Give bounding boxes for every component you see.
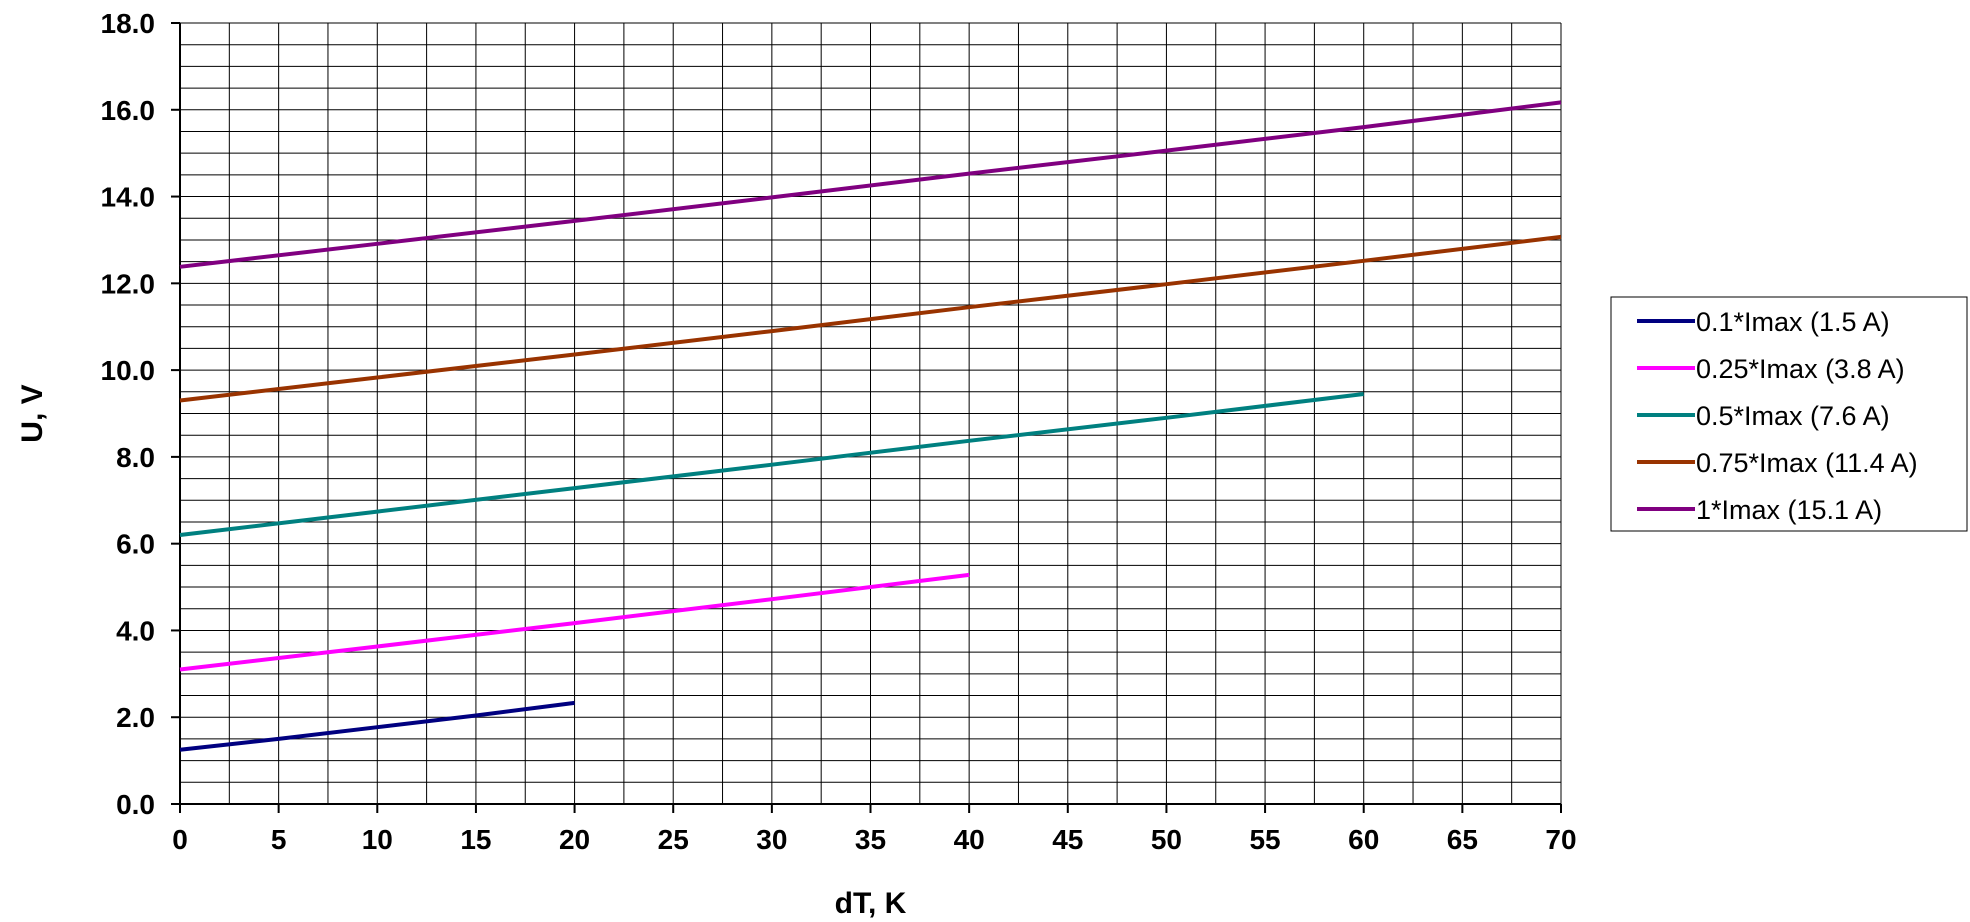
legend-label: 0.1*Imax (1.5 A) xyxy=(1696,307,1890,337)
series-line xyxy=(179,100,1562,269)
y-tick-label: 18.0 xyxy=(101,8,156,39)
series-line xyxy=(179,234,1562,403)
x-tick-label: 30 xyxy=(756,824,787,855)
tick-labels: 0 5 10 15 20 25 30 35 40 45 50 55 60 65 70 0.0 2.0 4.0 6.0… xyxy=(101,8,1577,855)
x-axis-label: dT, K xyxy=(835,887,907,920)
series-lines xyxy=(179,100,1562,752)
x-tick-label: 65 xyxy=(1447,824,1478,855)
grid xyxy=(179,22,1562,805)
y-tick-label: 12.0 xyxy=(101,268,156,299)
x-tick-label: 15 xyxy=(460,824,491,855)
legend-label: 1*Imax (15.1 A) xyxy=(1696,495,1882,525)
y-tick-label: 8.0 xyxy=(116,442,155,473)
x-tick-label: 50 xyxy=(1151,824,1182,855)
x-tick-label: 45 xyxy=(1052,824,1083,855)
legend: 0.1*Imax (1.5 A) 0.25*Imax (3.8 A) 0.5*Ima… xyxy=(1610,296,1968,532)
x-tick-label: 20 xyxy=(559,824,590,855)
y-axis-label: U, V xyxy=(16,384,49,442)
legend-label: 0.75*Imax (11.4 A) xyxy=(1696,448,1918,478)
y-tick-label: 6.0 xyxy=(116,529,155,560)
series-line xyxy=(179,572,970,672)
x-tick-label: 5 xyxy=(271,824,287,855)
series-line xyxy=(179,700,575,752)
x-tick-label: 10 xyxy=(362,824,393,855)
y-tick-label: 14.0 xyxy=(101,182,156,213)
x-tick-label: 35 xyxy=(855,824,886,855)
x-tick-label: 0 xyxy=(172,824,188,855)
y-tick-label: 4.0 xyxy=(116,615,155,646)
y-tick-label: 0.0 xyxy=(116,789,155,820)
series-line xyxy=(179,392,1364,537)
axes xyxy=(171,22,1562,813)
x-tick-label: 25 xyxy=(658,824,689,855)
y-tick-label: 10.0 xyxy=(101,355,156,386)
x-tick-label: 40 xyxy=(954,824,985,855)
x-tick-label: 55 xyxy=(1249,824,1280,855)
y-tick-label: 16.0 xyxy=(101,95,156,126)
x-tick-label: 60 xyxy=(1348,824,1379,855)
x-tick-label: 70 xyxy=(1545,824,1576,855)
legend-label: 0.5*Imax (7.6 A) xyxy=(1696,401,1890,431)
y-tick-label: 2.0 xyxy=(116,702,155,733)
legend-label: 0.25*Imax (3.8 A) xyxy=(1696,354,1905,384)
